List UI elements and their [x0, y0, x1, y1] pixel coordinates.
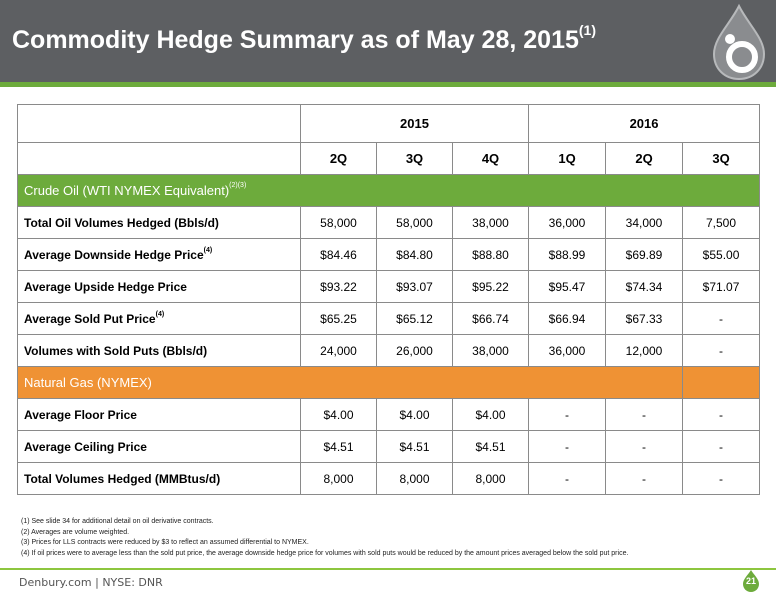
- page-number-badge: 21: [740, 570, 762, 592]
- header-accent-line: [0, 82, 776, 87]
- table-cell: 38,000: [451, 334, 530, 367]
- quarter-header: 1Q: [528, 142, 607, 175]
- table-cell: $88.99: [528, 238, 607, 271]
- denbury-drop-logo-icon: [712, 3, 766, 81]
- table-cell: $65.25: [300, 302, 377, 335]
- table-cell: -: [528, 430, 607, 463]
- page-number: 21: [745, 576, 756, 586]
- table-row: Total Volumes Hedged (MMBtus/d) 8,000 8,…: [17, 462, 761, 495]
- footnote: (1) See slide 34 for additional detail o…: [21, 518, 214, 525]
- table-cell: $66.94: [528, 302, 607, 335]
- table-cell: $4.00: [376, 398, 453, 431]
- row-label: Average Sold Put Price(4): [17, 302, 301, 335]
- table-row: Average Upside Hedge Price $93.22 $93.07…: [17, 270, 761, 303]
- gas-section-header: Natural Gas (NYMEX): [16, 366, 761, 399]
- year-header-2015: 2015: [299, 104, 530, 143]
- table-cell: 24,000: [300, 334, 377, 367]
- row-label: Volumes with Sold Puts (Bbls/d): [17, 334, 301, 367]
- quarter-header: 2Q: [300, 142, 377, 175]
- table-cell: $69.89: [605, 238, 684, 271]
- table-cell: $4.51: [300, 430, 377, 463]
- table-row: Volumes with Sold Puts (Bbls/d) 24,000 2…: [17, 334, 761, 367]
- table-cell: $84.46: [300, 238, 377, 271]
- table-cell: $4.51: [451, 430, 530, 463]
- hedge-table: 2015 2016 2Q 3Q 4Q 1Q 2Q 3Q Crude Oil (W…: [16, 104, 761, 495]
- table-row: Total Oil Volumes Hedged (Bbls/d) 58,000…: [17, 206, 761, 239]
- table-cell: 34,000: [605, 206, 684, 239]
- table-cell: -: [605, 462, 684, 495]
- table-cell: $4.51: [376, 430, 453, 463]
- footnote: (3) Prices for LLS contracts were reduce…: [21, 539, 309, 546]
- page-number-drop-icon: [743, 570, 759, 592]
- table-cell: -: [682, 334, 761, 367]
- table-cell: 8,000: [376, 462, 453, 495]
- table-cell: -: [605, 398, 684, 431]
- row-label: Average Ceiling Price: [17, 430, 301, 463]
- row-label: Total Volumes Hedged (MMBtus/d): [17, 462, 301, 495]
- table-cell: -: [682, 462, 761, 495]
- quarter-header: 3Q: [682, 142, 761, 175]
- table-cell: -: [528, 462, 607, 495]
- table-row: Average Downside Hedge Price(4) $84.46 $…: [17, 238, 761, 271]
- table-cell: 8,000: [451, 462, 530, 495]
- table-cell: $55.00: [682, 238, 761, 271]
- table-cell: $93.07: [376, 270, 453, 303]
- table-cell: $74.34: [605, 270, 684, 303]
- table-cell: $66.74: [451, 302, 530, 335]
- page-title: Commodity Hedge Summary as of May 28, 20…: [12, 22, 596, 54]
- empty-corner-cell: [17, 104, 301, 143]
- row-label: Average Downside Hedge Price(4): [17, 238, 301, 271]
- table-cell: $84.80: [376, 238, 453, 271]
- table-cell: 36,000: [528, 334, 607, 367]
- table-cell: 58,000: [300, 206, 377, 239]
- quarter-header: 4Q: [451, 142, 530, 175]
- row-label: Average Floor Price: [17, 398, 301, 431]
- table-cell: $71.07: [682, 270, 761, 303]
- oil-section-label: Crude Oil (WTI NYMEX Equivalent)(2)(3): [16, 174, 761, 207]
- gas-section-label: Natural Gas (NYMEX): [16, 366, 684, 399]
- table-cell: 36,000: [528, 206, 607, 239]
- table-cell: -: [682, 430, 761, 463]
- row-label: Average Upside Hedge Price: [17, 270, 301, 303]
- gas-section-empty-cell: [682, 366, 761, 399]
- table-cell: -: [528, 398, 607, 431]
- footer-rule: [0, 568, 776, 570]
- table-cell: $88.80: [451, 238, 530, 271]
- table-cell: -: [682, 398, 761, 431]
- table-cell: -: [682, 302, 761, 335]
- year-header-2016: 2016: [528, 104, 761, 143]
- table-cell: 12,000: [605, 334, 684, 367]
- table-cell: 38,000: [451, 206, 530, 239]
- footnote: (2) Averages are volume weighted.: [21, 528, 130, 536]
- footnotes: (1) See slide 34 for additional detail o…: [21, 517, 628, 559]
- row-label: Total Oil Volumes Hedged (Bbls/d): [17, 206, 301, 239]
- quarter-header: 3Q: [376, 142, 453, 175]
- table-cell: 58,000: [376, 206, 453, 239]
- table-row: Average Floor Price $4.00 $4.00 $4.00 - …: [17, 398, 761, 431]
- table-cell: $95.47: [528, 270, 607, 303]
- oil-section-header: Crude Oil (WTI NYMEX Equivalent)(2)(3): [16, 174, 761, 207]
- table-row: Average Ceiling Price $4.51 $4.51 $4.51 …: [17, 430, 761, 463]
- table-cell: $4.00: [451, 398, 530, 431]
- table-cell: $95.22: [451, 270, 530, 303]
- table-cell: $4.00: [300, 398, 377, 431]
- empty-corner-cell: [17, 142, 301, 175]
- header-bar: Commodity Hedge Summary as of May 28, 20…: [0, 0, 776, 82]
- table-cell: 8,000: [300, 462, 377, 495]
- year-header-row: 2015 2016: [17, 104, 761, 143]
- table-cell: -: [605, 430, 684, 463]
- footer-text: Denbury.com | NYSE: DNR: [19, 576, 163, 589]
- table-cell: $93.22: [300, 270, 377, 303]
- footnote: (4) If oil prices were to average less t…: [21, 549, 629, 557]
- quarter-header: 2Q: [605, 142, 684, 175]
- table-cell: $65.12: [376, 302, 453, 335]
- quarter-header-row: 2Q 3Q 4Q 1Q 2Q 3Q: [17, 142, 761, 175]
- table-cell: $67.33: [605, 302, 684, 335]
- table-cell: 26,000: [376, 334, 453, 367]
- table-row: Average Sold Put Price(4) $65.25 $65.12 …: [17, 302, 761, 335]
- table-cell: 7,500: [682, 206, 761, 239]
